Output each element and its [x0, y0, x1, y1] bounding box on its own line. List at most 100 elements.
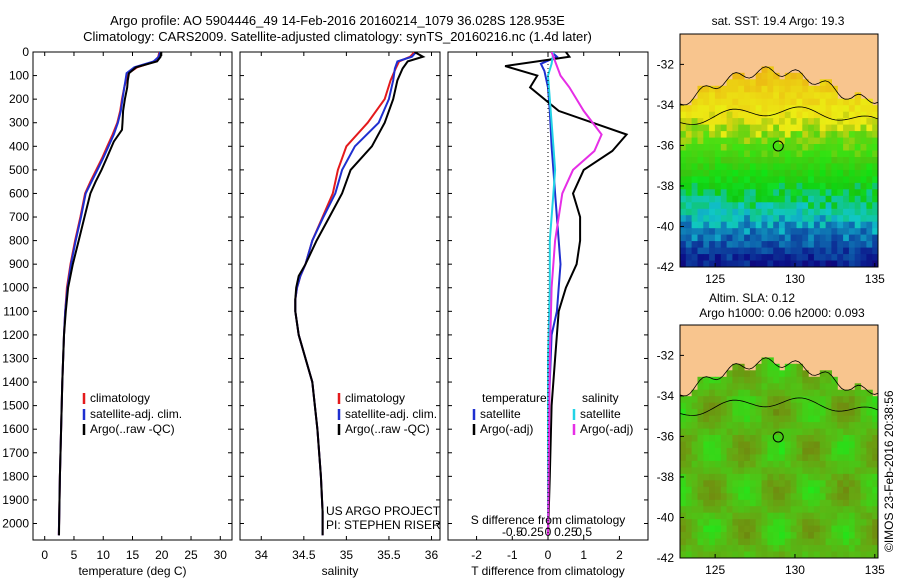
ocean-cell: [802, 551, 809, 558]
ocean-cell: [714, 428, 722, 436]
ocean-cell: [732, 538, 739, 546]
ocean-cell: [808, 538, 815, 546]
ocean-cell: [691, 254, 698, 262]
ocean-cell: [819, 85, 827, 93]
ocean-cell: [703, 409, 710, 417]
ocean-cell: [726, 519, 733, 527]
ocean-cell: [860, 473, 867, 481]
ocean-cell: [714, 189, 722, 197]
ocean-cell: [767, 525, 774, 533]
ocean-cell: [755, 409, 763, 417]
ocean-cell: [790, 363, 797, 371]
ocean-cell: [720, 254, 728, 262]
ocean-cell: [808, 124, 815, 132]
ocean-cell: [755, 467, 763, 475]
ocean-cell: [703, 124, 710, 132]
ocean-cell: [773, 538, 780, 546]
ocean-cell: [744, 448, 751, 456]
ocean-cell: [744, 441, 751, 449]
ocean-cell: [790, 144, 797, 152]
ocean-cell: [744, 538, 751, 546]
ocean-cell: [738, 157, 745, 165]
ocean-cell: [866, 98, 873, 106]
ocean-cell: [685, 428, 693, 436]
ocean-cell: [808, 234, 815, 242]
ocean-cell: [802, 247, 809, 255]
ocean-cell: [848, 415, 856, 423]
ocean-cell: [761, 111, 768, 119]
ocean-cell: [755, 363, 763, 371]
ocean-cell: [825, 370, 832, 378]
ocean-cell: [843, 473, 850, 481]
ocean-cell: [819, 551, 827, 558]
ocean-cell: [703, 105, 710, 113]
ocean-cell: [744, 467, 751, 475]
ocean-cell: [714, 118, 722, 126]
ocean-cell: [703, 111, 710, 119]
ocean-cell: [732, 260, 739, 267]
ocean-cell: [697, 545, 704, 553]
ocean-cell: [749, 415, 757, 423]
ocean-cell: [703, 467, 710, 475]
ocean-cell: [825, 506, 832, 514]
ocean-cell: [860, 389, 867, 397]
ocean-cell: [796, 189, 803, 197]
ocean-cell: [773, 111, 780, 119]
ocean-cell: [755, 163, 763, 171]
ocean-cell: [825, 85, 832, 93]
ocean-cell: [720, 85, 728, 93]
ocean-cell: [854, 473, 862, 481]
ocean-cell: [680, 422, 687, 430]
ocean-cell: [744, 215, 751, 223]
ocean-cell: [819, 247, 827, 255]
ocean-cell: [744, 402, 751, 410]
ocean-cell: [732, 72, 739, 80]
ocean-cell: [720, 441, 728, 449]
ocean-cell: [767, 241, 774, 249]
ocean-cell: [796, 111, 803, 119]
x-tick-label: 34: [255, 548, 269, 562]
ocean-cell: [709, 208, 716, 216]
ocean-cell: [767, 428, 774, 436]
ocean-cell: [784, 435, 792, 443]
ocean-cell: [703, 98, 710, 106]
ocean-cell: [685, 189, 693, 197]
map-y-tick-label: -36: [657, 429, 675, 443]
ocean-cell: [709, 415, 716, 423]
ocean-cell: [709, 254, 716, 262]
ocean-cell: [703, 460, 710, 468]
ocean-cell: [709, 98, 716, 106]
ocean-cell: [767, 448, 774, 456]
ocean-cell: [720, 189, 728, 197]
ocean-cell: [755, 532, 763, 540]
ocean-cell: [738, 363, 745, 371]
ocean-cell: [680, 137, 687, 145]
ocean-cell: [755, 545, 763, 553]
ocean-cell: [714, 480, 722, 488]
ocean-cell: [837, 402, 844, 410]
ocean-cell: [714, 182, 722, 190]
ocean-cell: [802, 105, 809, 113]
ocean-cell: [714, 460, 722, 468]
ocean-cell: [808, 260, 815, 267]
ocean-cell: [732, 519, 739, 527]
ocean-cell: [779, 448, 786, 456]
ocean-cell: [848, 499, 856, 507]
ocean-cell: [854, 163, 862, 171]
ocean-cell: [860, 538, 867, 546]
ocean-cell: [773, 435, 780, 443]
ocean-cell: [837, 176, 844, 184]
series-line-argo: [58, 52, 163, 536]
ocean-cell: [848, 396, 856, 404]
ocean-cell: [732, 460, 739, 468]
ocean-cell: [761, 247, 768, 255]
ocean-cell: [744, 493, 751, 501]
ocean-cell: [802, 525, 809, 533]
ocean-cell: [872, 157, 878, 165]
ocean-cell: [720, 389, 728, 397]
ocean-cell: [709, 202, 716, 210]
ocean-cell: [691, 396, 698, 404]
ocean-cell: [749, 85, 757, 93]
ocean-cell: [813, 150, 821, 158]
ocean-cell: [744, 189, 751, 197]
